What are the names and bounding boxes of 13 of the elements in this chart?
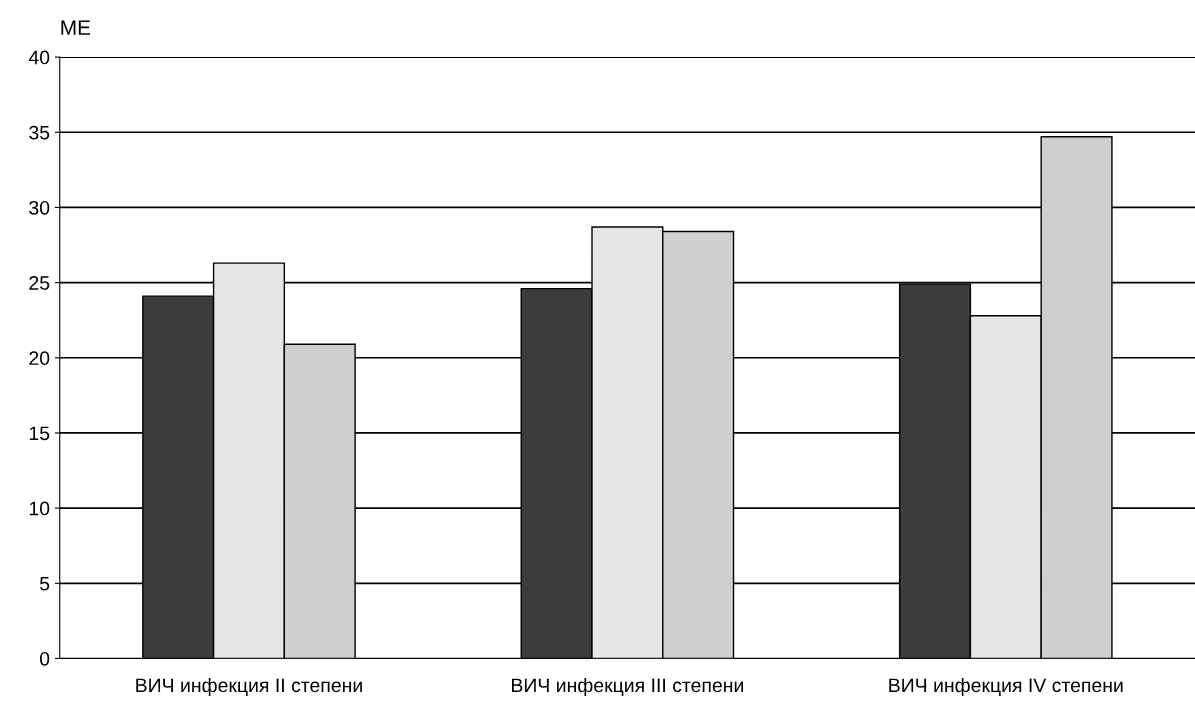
x-tick-label: ВИЧ инфекция II степени (136, 677, 362, 697)
y-tick-label: 30 (29, 200, 50, 215)
y-tick-label: 20 (29, 351, 50, 366)
y-tick-label: 15 (29, 426, 50, 441)
y-tick-label: 35 (29, 125, 50, 140)
y-axis-title: ME (61, 20, 91, 35)
x-tick-label: ВИЧ инфекция IV степени (889, 677, 1123, 697)
x-tick-label: ВИЧ инфекция III степени (512, 677, 743, 697)
y-tick-label: 5 (39, 576, 50, 591)
y-tick-label: 10 (29, 501, 50, 516)
y-tick-label: 0 (39, 651, 50, 666)
y-tick-label: 25 (29, 276, 50, 290)
y-tick-label: 40 (28, 50, 50, 65)
